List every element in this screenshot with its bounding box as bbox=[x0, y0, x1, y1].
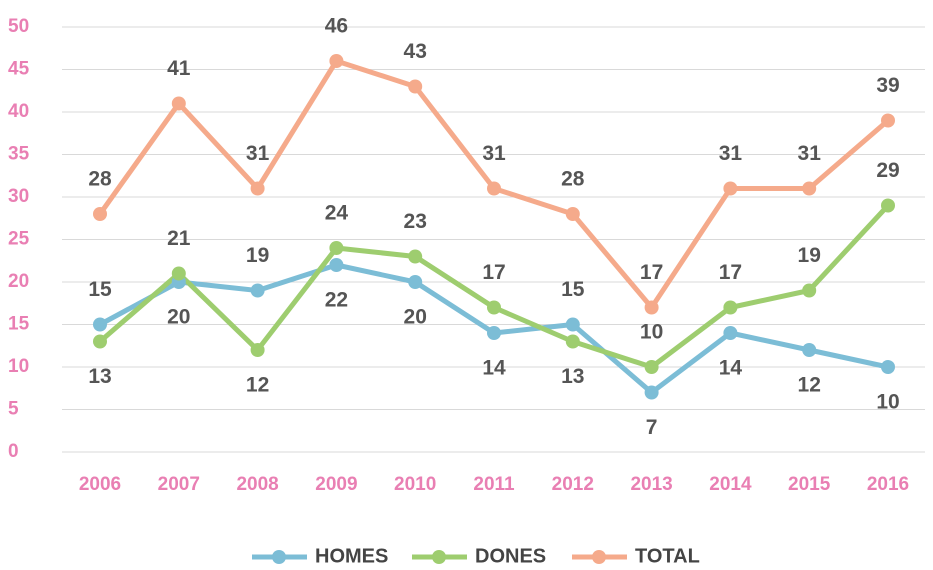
data-label: 43 bbox=[404, 40, 427, 63]
point bbox=[644, 360, 659, 374]
y-tick-label: 15 bbox=[8, 314, 30, 335]
point bbox=[408, 275, 423, 289]
point bbox=[723, 300, 738, 315]
data-label: 23 bbox=[404, 210, 427, 233]
data-label: 31 bbox=[482, 142, 506, 165]
y-tick-label: 35 bbox=[8, 144, 30, 165]
data-label: 21 bbox=[167, 227, 191, 250]
x-tick-label: 2014 bbox=[709, 474, 752, 495]
x-tick-label: 2013 bbox=[630, 474, 672, 495]
legend-label: TOTAL bbox=[635, 545, 700, 567]
point bbox=[408, 79, 423, 94]
y-tick-label: 20 bbox=[8, 271, 29, 292]
point bbox=[881, 360, 895, 374]
data-label: 39 bbox=[876, 74, 899, 97]
y-tick-label: 40 bbox=[8, 101, 29, 122]
x-tick-label: 2008 bbox=[236, 474, 278, 495]
legend-marker bbox=[432, 550, 446, 564]
data-label: 14 bbox=[482, 357, 506, 380]
data-label: 20 bbox=[167, 306, 190, 329]
point bbox=[644, 385, 659, 400]
y-tick-label: 50 bbox=[8, 16, 29, 37]
point bbox=[93, 317, 107, 332]
y-tick-label: 25 bbox=[8, 229, 30, 250]
data-label: 31 bbox=[798, 142, 822, 165]
data-label: 31 bbox=[719, 142, 743, 165]
point bbox=[93, 207, 107, 221]
point bbox=[250, 181, 265, 196]
x-tick-label: 2009 bbox=[315, 474, 357, 495]
y-tick-label: 45 bbox=[8, 59, 30, 80]
point bbox=[329, 258, 344, 272]
point bbox=[250, 283, 265, 298]
y-tick-label: 10 bbox=[8, 356, 29, 377]
data-label: 31 bbox=[246, 142, 270, 165]
data-label: 46 bbox=[325, 15, 348, 38]
point bbox=[250, 343, 265, 357]
x-tick-label: 2015 bbox=[788, 474, 831, 495]
point bbox=[171, 96, 186, 111]
point bbox=[329, 54, 344, 68]
data-label: 12 bbox=[246, 374, 269, 397]
data-label: 10 bbox=[640, 321, 663, 344]
point bbox=[802, 283, 817, 298]
y-tick-label: 5 bbox=[8, 399, 19, 420]
legend-marker bbox=[592, 550, 606, 564]
y-tick-label: 30 bbox=[8, 186, 29, 207]
x-tick-label: 2010 bbox=[394, 474, 436, 495]
point bbox=[723, 326, 738, 340]
data-label: 19 bbox=[798, 244, 821, 267]
data-label: 20 bbox=[404, 306, 427, 329]
legend-label: DONES bbox=[475, 545, 546, 567]
data-label: 7 bbox=[646, 416, 658, 439]
data-label: 15 bbox=[88, 278, 112, 301]
point bbox=[881, 113, 895, 128]
point bbox=[881, 198, 895, 213]
point bbox=[487, 300, 501, 315]
data-label: 12 bbox=[798, 374, 821, 397]
point bbox=[723, 181, 738, 196]
legend-marker bbox=[272, 550, 286, 564]
point bbox=[487, 326, 501, 340]
point bbox=[171, 266, 186, 281]
data-label: 29 bbox=[876, 159, 899, 182]
point bbox=[487, 181, 501, 196]
data-label: 10 bbox=[876, 391, 899, 414]
x-tick-label: 2006 bbox=[79, 474, 121, 495]
data-label: 17 bbox=[640, 261, 663, 284]
data-label: 13 bbox=[561, 365, 584, 388]
x-tick-label: 2016 bbox=[867, 474, 909, 495]
point bbox=[565, 334, 580, 349]
data-label: 22 bbox=[325, 289, 348, 312]
data-label: 17 bbox=[482, 261, 505, 284]
point bbox=[802, 343, 817, 357]
point bbox=[565, 207, 580, 221]
x-tick-label: 2011 bbox=[473, 474, 515, 495]
point bbox=[93, 334, 107, 349]
data-label: 28 bbox=[88, 168, 112, 191]
legend-label: HOMES bbox=[315, 545, 388, 567]
point bbox=[408, 249, 423, 264]
data-label: 28 bbox=[561, 168, 585, 191]
x-tick-label: 2012 bbox=[552, 474, 594, 495]
data-label: 15 bbox=[561, 278, 585, 301]
point bbox=[329, 241, 344, 255]
point bbox=[565, 317, 580, 332]
data-label: 24 bbox=[325, 202, 349, 225]
data-label: 41 bbox=[167, 57, 191, 80]
x-tick-label: 2007 bbox=[158, 474, 200, 495]
point bbox=[802, 181, 817, 196]
data-label: 17 bbox=[719, 261, 742, 284]
data-label: 13 bbox=[88, 365, 111, 388]
y-tick-label: 0 bbox=[8, 441, 19, 462]
point bbox=[644, 300, 659, 315]
data-label: 14 bbox=[719, 357, 743, 380]
data-label: 19 bbox=[246, 244, 269, 267]
